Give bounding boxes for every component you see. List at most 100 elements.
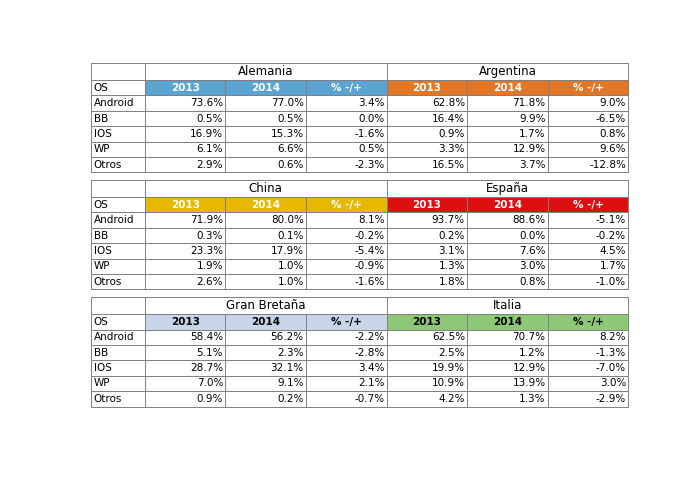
Bar xyxy=(225,274,306,289)
Text: 7.6%: 7.6% xyxy=(519,246,545,256)
Text: 73.6%: 73.6% xyxy=(190,98,223,108)
Text: -1.6%: -1.6% xyxy=(354,129,384,139)
Text: % -/+: % -/+ xyxy=(573,200,603,210)
Text: 1.3%: 1.3% xyxy=(438,262,465,272)
Bar xyxy=(386,212,468,228)
Bar xyxy=(548,360,629,376)
Text: 32.1%: 32.1% xyxy=(271,363,304,373)
Bar xyxy=(90,297,145,314)
Text: 9.9%: 9.9% xyxy=(519,114,545,124)
Bar xyxy=(548,258,629,274)
Bar xyxy=(306,391,386,406)
Text: -2.2%: -2.2% xyxy=(354,332,384,342)
Bar xyxy=(306,274,386,289)
Text: % -/+: % -/+ xyxy=(331,317,362,327)
Text: IOS: IOS xyxy=(94,363,111,373)
Bar xyxy=(225,360,306,376)
Bar xyxy=(90,258,145,274)
Text: Otros: Otros xyxy=(94,394,122,404)
Bar xyxy=(145,244,225,258)
Text: OS: OS xyxy=(94,317,108,327)
Text: 2013: 2013 xyxy=(171,317,199,327)
Text: 2013: 2013 xyxy=(412,317,442,327)
Bar xyxy=(468,376,548,391)
Bar xyxy=(468,96,548,111)
Text: 16.5%: 16.5% xyxy=(432,160,465,170)
Bar xyxy=(468,126,548,142)
Text: -0.9%: -0.9% xyxy=(354,262,384,272)
Bar xyxy=(548,244,629,258)
Text: 3.7%: 3.7% xyxy=(519,160,545,170)
Text: BB: BB xyxy=(94,114,108,124)
Bar xyxy=(90,244,145,258)
Bar xyxy=(468,80,548,96)
Bar xyxy=(306,197,386,212)
Bar xyxy=(90,391,145,406)
Bar xyxy=(145,63,386,80)
Bar xyxy=(548,376,629,391)
Text: 12.9%: 12.9% xyxy=(512,363,545,373)
Text: 1.9%: 1.9% xyxy=(197,262,223,272)
Text: -2.3%: -2.3% xyxy=(354,160,384,170)
Text: 9.1%: 9.1% xyxy=(277,378,304,388)
Bar xyxy=(145,228,225,244)
Bar xyxy=(145,274,225,289)
Bar xyxy=(386,345,468,360)
Bar xyxy=(225,157,306,172)
Bar xyxy=(386,376,468,391)
Text: Android: Android xyxy=(94,98,134,108)
Bar xyxy=(90,142,145,157)
Text: 1.3%: 1.3% xyxy=(519,394,545,404)
Bar xyxy=(548,111,629,126)
Text: -6.5%: -6.5% xyxy=(596,114,626,124)
Text: 71.8%: 71.8% xyxy=(512,98,545,108)
Bar xyxy=(306,345,386,360)
Text: España: España xyxy=(486,182,529,195)
Text: BB: BB xyxy=(94,230,108,240)
Bar xyxy=(145,258,225,274)
Text: Android: Android xyxy=(94,332,134,342)
Bar xyxy=(386,258,468,274)
Bar xyxy=(548,391,629,406)
Bar xyxy=(386,330,468,345)
Text: 23.3%: 23.3% xyxy=(190,246,223,256)
Text: 0.9%: 0.9% xyxy=(197,394,223,404)
Bar xyxy=(145,360,225,376)
Text: 71.9%: 71.9% xyxy=(190,215,223,225)
Bar xyxy=(225,197,306,212)
Text: 2013: 2013 xyxy=(171,82,199,92)
Text: 2014: 2014 xyxy=(493,200,522,210)
Bar xyxy=(386,244,468,258)
Text: 0.5%: 0.5% xyxy=(197,114,223,124)
Bar xyxy=(225,212,306,228)
Text: 77.0%: 77.0% xyxy=(271,98,304,108)
Text: -7.0%: -7.0% xyxy=(596,363,626,373)
Text: 1.7%: 1.7% xyxy=(600,262,626,272)
Text: 15.3%: 15.3% xyxy=(271,129,304,139)
Bar xyxy=(145,212,225,228)
Bar xyxy=(386,111,468,126)
Text: 0.6%: 0.6% xyxy=(277,160,304,170)
Text: 17.9%: 17.9% xyxy=(271,246,304,256)
Text: 1.0%: 1.0% xyxy=(277,277,304,287)
Text: 0.8%: 0.8% xyxy=(519,277,545,287)
Text: % -/+: % -/+ xyxy=(331,200,362,210)
Text: 3.4%: 3.4% xyxy=(358,363,384,373)
Text: 0.0%: 0.0% xyxy=(358,114,384,124)
Bar xyxy=(548,212,629,228)
Text: 0.1%: 0.1% xyxy=(277,230,304,240)
Bar xyxy=(306,376,386,391)
Bar xyxy=(306,96,386,111)
Bar xyxy=(90,228,145,244)
Text: 88.6%: 88.6% xyxy=(512,215,545,225)
Text: 58.4%: 58.4% xyxy=(190,332,223,342)
Text: -5.1%: -5.1% xyxy=(596,215,626,225)
Bar xyxy=(548,126,629,142)
Text: -0.2%: -0.2% xyxy=(596,230,626,240)
Bar xyxy=(225,345,306,360)
Bar xyxy=(386,96,468,111)
Bar xyxy=(145,142,225,157)
Bar xyxy=(145,180,386,197)
Text: 0.8%: 0.8% xyxy=(600,129,626,139)
Text: 1.0%: 1.0% xyxy=(277,262,304,272)
